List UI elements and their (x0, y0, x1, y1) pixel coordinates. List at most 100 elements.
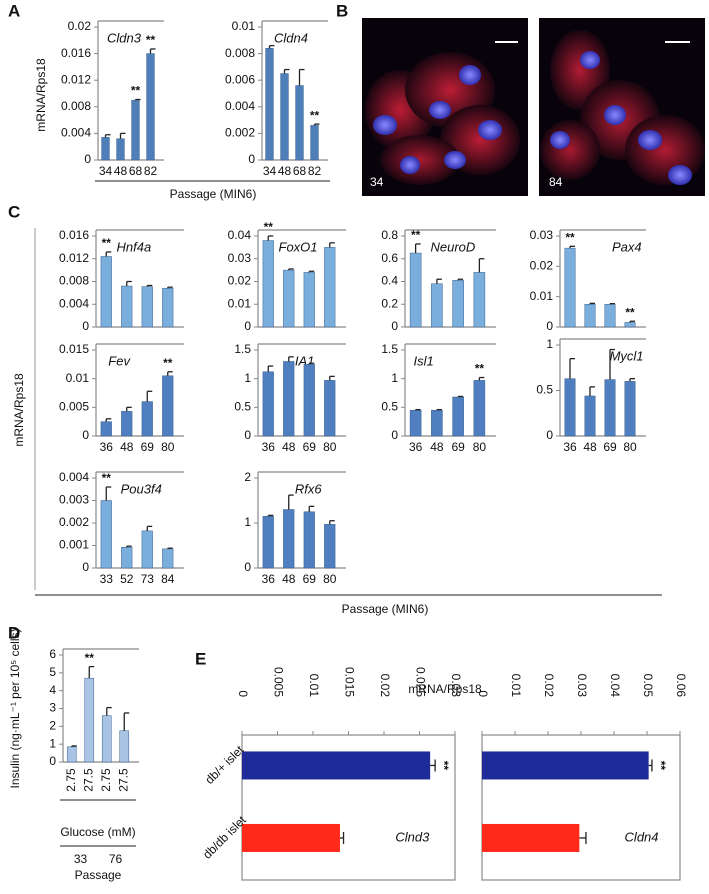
chart-title: NeuroD (431, 239, 476, 254)
bar (280, 73, 289, 161)
significance: ** (102, 471, 112, 485)
y-tick-label: 0.5 (381, 400, 398, 414)
bar (409, 252, 422, 328)
chart-title: FoxO1 (279, 239, 318, 254)
bar (431, 283, 443, 328)
bar (141, 286, 153, 328)
x-tick-label: 27.5 (81, 768, 95, 792)
x-tick-label: 36 (100, 440, 114, 454)
bar (482, 751, 649, 780)
y-tick-label: 3 (49, 701, 56, 715)
x-tick-label: 0.03 (449, 674, 463, 698)
significance: ** (146, 33, 156, 47)
bar (303, 364, 315, 437)
bar (131, 99, 140, 161)
x-tick-label: 34 (99, 164, 113, 178)
x-tick-label: 36 (262, 572, 276, 586)
y-axis-title: mRNA/Rps18 (34, 58, 48, 132)
x-tick-label: 48 (278, 164, 292, 178)
chart-title: Cldn4 (625, 829, 659, 844)
y-tick-label: 0.6 (381, 251, 398, 265)
x-tick-label: 69 (451, 440, 465, 454)
bar (564, 378, 576, 437)
y-tick-label: 2 (49, 719, 56, 733)
bar (262, 371, 274, 437)
significance: ** (654, 761, 668, 771)
significance: ** (102, 236, 112, 250)
x-tick-label: 48 (430, 440, 444, 454)
panel-label: A (8, 1, 20, 20)
y-tick-label: 5 (49, 665, 56, 679)
significance: ** (264, 220, 274, 234)
bar (324, 380, 336, 437)
bar (121, 285, 133, 328)
chart-title: Rfx6 (295, 481, 323, 496)
x-tick-label: 0.025 (413, 667, 427, 697)
x-tick-label: 0.06 (674, 674, 688, 698)
x-tick-label: 48 (282, 572, 296, 586)
y-tick-label: 0.02 (530, 259, 554, 273)
y-tick-label: 0 (248, 152, 255, 166)
x-tick-label: 36 (262, 440, 276, 454)
x-tick-label: 27.5 (116, 768, 130, 792)
x-axis-title: Passage (75, 868, 122, 882)
x-tick-label: 82 (308, 164, 322, 178)
bar (482, 823, 580, 852)
x-tick-label: 36 (563, 440, 577, 454)
x-tick-label: 0.015 (342, 667, 356, 697)
significance: ** (411, 228, 421, 242)
bar (100, 500, 112, 569)
x-tick-label: 82 (144, 164, 158, 178)
bar (431, 409, 443, 437)
x-tick-label: 0.01 (509, 674, 523, 698)
bar (162, 288, 174, 328)
y-tick-label: 1 (49, 736, 56, 750)
bar (162, 375, 174, 437)
x-tick-label: 48 (282, 440, 296, 454)
y-tick-label: 0.8 (381, 228, 398, 242)
x-tick-label: 0 (236, 690, 250, 697)
x-tick-label: 48 (583, 440, 597, 454)
x-tick-label: 36 (409, 440, 423, 454)
y-tick-label: 0.03 (228, 251, 252, 265)
y-tick-label: 0 (82, 428, 89, 442)
x-tick-label: 0.02 (542, 674, 556, 698)
y-tick-label: 0.008 (61, 99, 91, 113)
panel-label: D (8, 623, 20, 642)
bar (66, 746, 77, 763)
y-tick-label: 0 (244, 428, 251, 442)
x-axis-title: Passage (MIN6) (342, 602, 429, 616)
x-tick-label: 0.005 (271, 667, 285, 697)
y-tick-label: 0 (391, 319, 398, 333)
y-tick-label: 0.015 (59, 342, 89, 356)
significance: ** (85, 651, 95, 665)
bar (409, 409, 422, 437)
bar (84, 677, 95, 763)
bar (283, 269, 295, 328)
x-tick-label: 69 (603, 440, 617, 454)
bar (100, 421, 112, 437)
y-tick-label: 0.002 (225, 126, 255, 140)
bar (310, 125, 319, 161)
bar (141, 530, 153, 569)
bar (121, 411, 133, 437)
significance: ** (475, 362, 485, 376)
chart-title: Hnf4a (117, 239, 152, 254)
bar (624, 381, 636, 437)
bar (283, 361, 295, 437)
y-tick-label: 0.004 (61, 126, 91, 140)
y-tick-label: 0.02 (228, 274, 252, 288)
x-tick-label: 0.01 (307, 674, 321, 698)
y-tick-label: 0 (546, 428, 553, 442)
y-tick-label: 1.5 (234, 342, 251, 356)
x-tick-label: 68 (293, 164, 307, 178)
x-tick-label: 80 (623, 440, 637, 454)
y-tick-label: 1 (391, 371, 398, 385)
x-tick-label: 69 (141, 440, 155, 454)
chart-title: Isl1 (414, 353, 434, 368)
panel-label: C (8, 202, 20, 221)
y-tick-label: 0.012 (61, 72, 91, 86)
bar (584, 304, 596, 328)
bar (324, 524, 336, 569)
x-tick-label: 0 (476, 690, 490, 697)
